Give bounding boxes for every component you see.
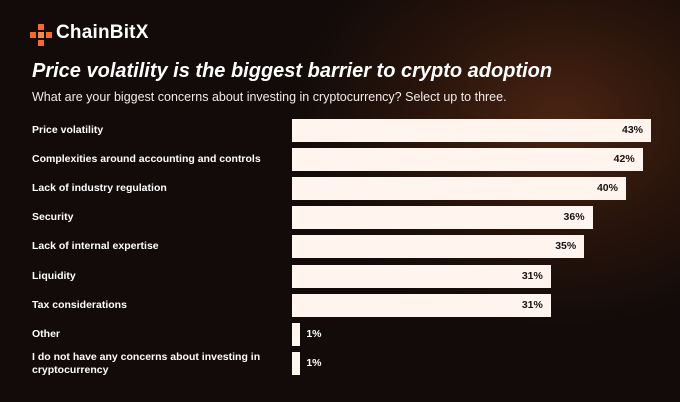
value-label: 43% [622, 123, 644, 136]
bar [292, 176, 626, 200]
category-label: Complexities around accounting and contr… [32, 152, 261, 165]
category-label: Lack of industry regulation [32, 181, 167, 194]
chart-subtitle: What are your biggest concerns about inv… [32, 90, 507, 104]
bar [292, 235, 585, 259]
bar [292, 206, 593, 230]
category-label: Tax considerations [32, 298, 127, 311]
value-label: 1% [306, 327, 322, 340]
value-label: 31% [521, 298, 543, 311]
bar [292, 352, 301, 376]
category-label: Security [32, 211, 74, 224]
logo-icon [30, 24, 52, 46]
bar [292, 293, 551, 317]
value-label: 1% [306, 357, 322, 370]
bar [292, 147, 643, 171]
value-label: 36% [563, 211, 585, 224]
value-label: 35% [555, 240, 577, 253]
category-label: Lack of internal expertise [32, 240, 159, 253]
bar [292, 118, 651, 142]
category-label: Other [32, 327, 61, 340]
bar [292, 264, 551, 288]
category-label: Liquidity [32, 269, 76, 282]
chart-title: Price volatility is the biggest barrier … [32, 60, 553, 82]
bar [292, 322, 301, 346]
brand: ChainBitX [56, 22, 149, 43]
value-label: 31% [521, 269, 543, 282]
value-label: 40% [596, 181, 618, 194]
category-label: I do not have any concerns about investi… [32, 350, 261, 376]
value-label: 42% [613, 152, 635, 165]
category-label: Price volatility [32, 123, 104, 136]
